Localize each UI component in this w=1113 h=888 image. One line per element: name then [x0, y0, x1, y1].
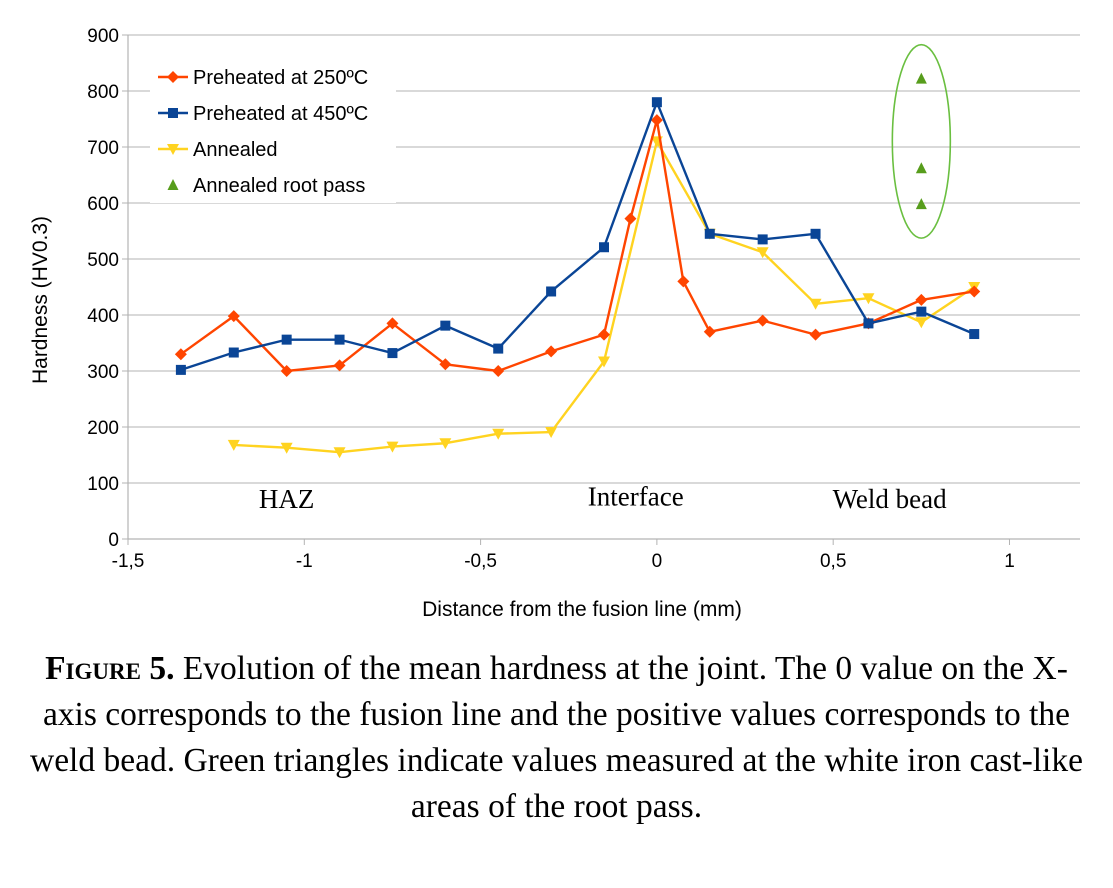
data-point [227, 310, 240, 323]
data-point [439, 358, 452, 371]
data-point [333, 447, 346, 459]
data-point [757, 234, 768, 245]
data-point [281, 334, 292, 345]
x-axis-label: Distance from the fusion line (mm) [422, 598, 742, 621]
x-tick-label: 0 [652, 551, 663, 572]
y-tick-label: 100 [87, 474, 119, 495]
axes: 0 100 200 300 400 500 600 700 800 900 -1,5 -1 -0,5 0 0… [87, 26, 1080, 572]
series-line [180, 118, 975, 373]
data-point [809, 298, 822, 310]
y-tick-label: 400 [87, 306, 119, 327]
data-point [968, 285, 981, 298]
data-point [228, 347, 239, 358]
data-point [440, 320, 451, 331]
data-point [915, 162, 927, 174]
y-tick-label: 600 [87, 194, 119, 215]
data-point [334, 334, 345, 345]
legend-label: Annealed [193, 139, 278, 161]
annotation-label: Weld bead [833, 484, 948, 514]
data-point [809, 328, 822, 341]
y-tick-label: 200 [87, 418, 119, 439]
figure-caption: Figure 5. Evolution of the mean hardness… [30, 646, 1083, 830]
legend-marker [168, 108, 178, 118]
x-tick-label: 1 [1004, 551, 1015, 572]
data-point [704, 228, 715, 239]
legend-label: Preheated at 250ºC [193, 67, 368, 89]
y-tick-label: 700 [87, 138, 119, 159]
data-point [915, 293, 928, 306]
data-point [492, 365, 505, 377]
series-square [175, 97, 980, 375]
y-tick-label: 800 [87, 82, 119, 103]
legend-label: Preheated at 450ºC [193, 103, 368, 125]
data-point [280, 365, 293, 377]
data-point [756, 247, 769, 259]
data-point [598, 356, 610, 368]
data-point [598, 328, 610, 341]
data-point [703, 325, 716, 338]
legend-marker [167, 71, 179, 83]
data-point [545, 345, 558, 358]
caption-label: Figure 5. [45, 650, 175, 687]
y-axis-label: Hardness (HV0.3) [29, 216, 52, 384]
annotation-label: Interface [588, 481, 684, 511]
data-point [439, 438, 452, 450]
data-point [624, 212, 637, 225]
data-point [546, 286, 557, 297]
x-tick-label: -1 [296, 551, 313, 572]
x-tick-label: -1,5 [112, 551, 145, 572]
legend-marker [167, 144, 179, 155]
data-point [386, 317, 399, 330]
legend-marker [167, 179, 179, 190]
data-point [545, 427, 558, 439]
data-point [650, 114, 663, 127]
root-pass-highlight-ellipse [891, 43, 952, 239]
data-point [863, 318, 874, 329]
data-point [677, 275, 690, 288]
annotation-label: HAZ [259, 484, 315, 514]
region-annotations: HAZ Interface Weld bead [259, 481, 947, 514]
data-point [387, 348, 398, 359]
data-point [651, 97, 662, 108]
data-point [915, 72, 927, 84]
y-tick-label: 500 [87, 250, 119, 271]
data-point [916, 306, 927, 317]
series-line [180, 100, 975, 372]
data-point [599, 242, 609, 253]
data-point [493, 343, 504, 354]
data-point [969, 329, 980, 340]
x-tick-label: 0,5 [820, 551, 846, 572]
data-point [492, 428, 505, 440]
y-tick-label: 900 [87, 26, 119, 47]
data-point [915, 317, 928, 329]
data-point [175, 364, 186, 375]
data-series [174, 43, 981, 459]
data-point [810, 228, 821, 239]
legend-box [150, 58, 396, 203]
legend-label: Annealed root pass [193, 175, 365, 197]
series-triangle-up [915, 72, 927, 210]
data-point [280, 442, 293, 454]
data-point [915, 198, 927, 210]
y-tick-label: 0 [108, 530, 119, 551]
caption-text: Evolution of the mean hardness at the jo… [30, 650, 1083, 825]
data-point [756, 314, 769, 327]
data-point [386, 441, 399, 453]
x-tick-label: -0,5 [464, 551, 497, 572]
data-point [227, 439, 240, 451]
y-tick-label: 300 [87, 362, 119, 383]
data-point [174, 348, 187, 361]
data-point [333, 359, 346, 372]
legend: Preheated at 250ºC Preheated at 450ºC Anne… [150, 58, 396, 203]
data-point [862, 293, 875, 305]
